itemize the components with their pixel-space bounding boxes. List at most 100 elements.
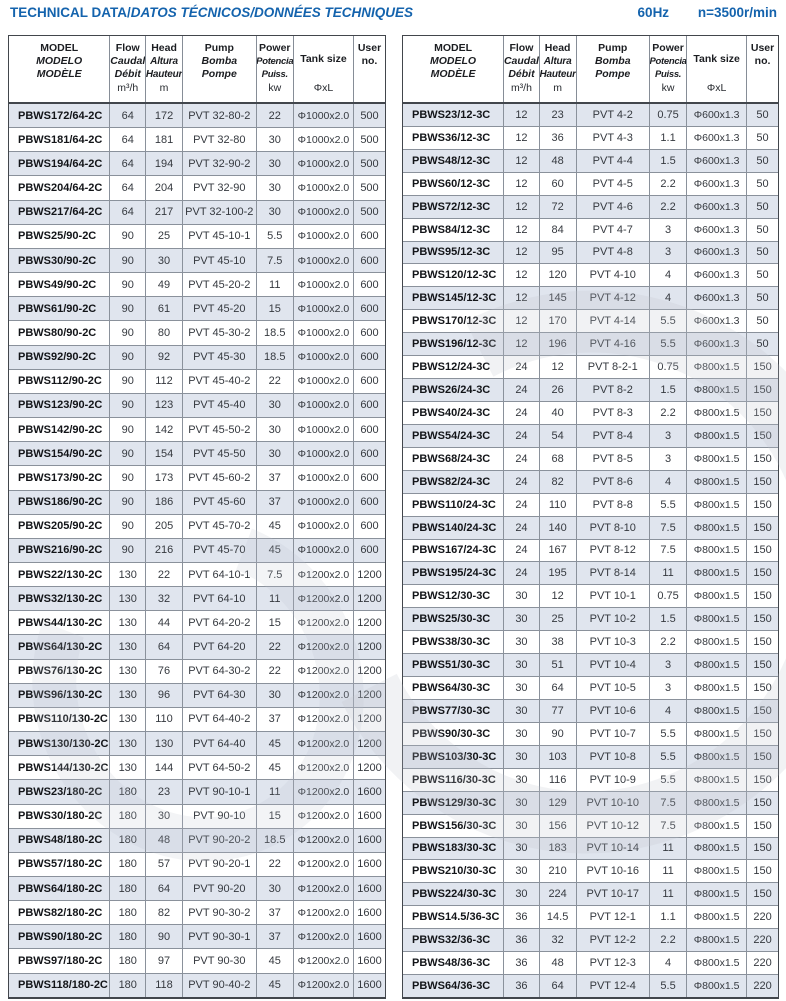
table-row: PBWS120/12-3C 12 120 PVT 4-10 4 Φ600x1.3 50	[403, 263, 778, 287]
pump-cell: PVT 4-8	[575, 241, 650, 264]
flow-cell: 180	[109, 949, 145, 973]
pump-cell: PVT 8-2	[575, 379, 650, 401]
table-row: PBWS48/12-3C 12 48 PVT 4-4 1.5 Φ600x1.3 50	[403, 148, 778, 172]
power-cell: 4	[649, 287, 686, 310]
table-row: PBWS61/90-2C 90 61 PVT 45-20 15 Φ1000x2.0 600	[9, 296, 385, 321]
head-cell: 110	[145, 707, 182, 732]
header-label: no.	[361, 55, 378, 67]
pump-cell: PVT 45-70-2	[181, 514, 256, 538]
model-cell: PBWS77/30-3C	[412, 704, 491, 717]
user-no-cell: 50	[746, 310, 778, 333]
table-row: PBWS156/30-3C 30 156 PVT 10-12 7.5 Φ800x1.5 15…	[403, 813, 778, 837]
power-cell: 15	[255, 611, 293, 635]
table-row: PBWS172/64-2C 64 172 PVT 32-80-2 22 Φ1000x2.0…	[9, 104, 385, 128]
model-cell: PBWS186/90-2C	[18, 496, 103, 509]
header-unit: ΦxL	[706, 82, 727, 94]
pump-cell: PVT 10-3	[575, 631, 650, 654]
power-cell: 30	[255, 200, 293, 224]
flow-cell: 12	[503, 149, 539, 172]
model-cell: PBWS90/180-2C	[18, 930, 103, 943]
table-row: PBWS173/90-2C 90 173 PVT 45-60-2 37 Φ1000x2.0…	[9, 465, 385, 490]
tank-size-cell: Φ1200x2.0	[292, 707, 353, 732]
table-row: PBWS140/24-3C 24 140 PVT 8-10 7.5 Φ800x1.5 150	[403, 515, 778, 539]
flow-cell: 24	[503, 424, 539, 447]
head-cell: 12	[538, 585, 576, 608]
head-cell: 205	[145, 514, 182, 538]
flow-cell: 180	[109, 973, 145, 997]
model-cell: PBWS38/30-3C	[412, 636, 491, 649]
user-no-cell: 150	[746, 699, 778, 722]
user-no-cell: 1200	[353, 659, 385, 683]
head-cell: 12	[538, 356, 576, 379]
column-header-model: MODEL MODELO MODÈLE	[9, 36, 109, 102]
table-row: PBWS181/64-2C 64 181 PVT 32-80 30 Φ1000x2.0 50…	[9, 127, 385, 152]
header-label: Hauteur	[145, 69, 182, 80]
flow-cell: 130	[109, 707, 145, 732]
head-cell: 72	[538, 195, 576, 218]
column-header-pump: Pump Bomba Pompe	[181, 36, 256, 102]
power-cell: 1.5	[649, 608, 686, 631]
table-row: PBWS96/130-2C 130 96 PVT 64-30 30 Φ1200x2.0 12…	[9, 682, 385, 707]
header-label: Puiss.	[261, 69, 288, 80]
pump-cell: PVT 45-10	[181, 248, 256, 273]
power-cell: 5.5	[255, 224, 293, 248]
tank-size-cell: Φ800x1.5	[686, 401, 746, 424]
power-cell: 2.2	[649, 401, 686, 424]
table-row: PBWS82/180-2C 180 82 PVT 90-30-2 37 Φ1200x2.0…	[9, 900, 385, 925]
model-cell: PBWS48/180-2C	[18, 834, 103, 847]
head-cell: 60	[538, 172, 576, 195]
table-row: PBWS30/180-2C 180 30 PVT 90-10 15 Φ1200x2.0 16…	[9, 803, 385, 828]
user-no-cell: 1200	[353, 683, 385, 707]
pump-cell: PVT 64-40-2	[181, 707, 256, 732]
flow-cell: 12	[503, 104, 539, 126]
user-no-cell: 500	[353, 200, 385, 224]
header-label: Altura	[543, 56, 572, 67]
header-unit	[403, 82, 503, 99]
tank-size-cell: Φ1200x2.0	[292, 804, 353, 828]
column-header-labels: Tank size	[294, 36, 353, 82]
tank-size-cell: Φ800x1.5	[686, 424, 746, 447]
flow-cell: 130	[109, 659, 145, 683]
table-header: MODEL MODELO MODÈLE Flow Caudal Débit m³/h Head…	[9, 36, 385, 104]
header-unit: m³/h	[117, 82, 139, 94]
model-cell: PBWS72/12-3C	[412, 200, 491, 213]
speed-value: n=3500r/min	[697, 5, 777, 20]
tank-size-cell: Φ800x1.5	[686, 356, 746, 379]
power-cell: 18.5	[255, 345, 293, 369]
head-cell: 54	[538, 424, 576, 447]
model-cell: PBWS123/90-2C	[18, 399, 103, 412]
user-no-cell: 50	[746, 287, 778, 310]
pump-cell: PVT 8-10	[575, 516, 650, 539]
head-cell: 80	[145, 321, 182, 345]
model-cell: PBWS130/130-2C	[18, 737, 109, 750]
model-cell: PBWS167/24-3C	[412, 544, 497, 557]
table-row: PBWS95/12-3C 12 95 PVT 4-8 3 Φ600x1.3 50	[403, 240, 778, 264]
pump-cell: PVT 12-2	[575, 929, 650, 952]
user-no-cell: 150	[746, 768, 778, 791]
user-no-cell: 150	[746, 722, 778, 745]
head-cell: 36	[538, 126, 576, 149]
user-no-cell: 600	[353, 538, 385, 562]
model-cell: PBWS217/64-2C	[18, 206, 103, 219]
pump-cell: PVT 8-6	[575, 470, 650, 493]
pump-cell: PVT 8-5	[575, 447, 650, 470]
head-cell: 68	[538, 447, 576, 470]
pump-cell: PVT 10-4	[575, 654, 650, 677]
model-cell: PBWS84/12-3C	[412, 223, 491, 236]
tank-size-cell: Φ800x1.5	[686, 975, 746, 997]
flow-cell: 30	[503, 791, 539, 814]
model-cell: PBWS129/30-3C	[412, 796, 497, 809]
pump-cell: PVT 90-30-2	[181, 901, 256, 925]
user-no-cell: 1600	[353, 828, 385, 852]
header-label: MODELO	[36, 55, 83, 67]
pump-table-2c-series: MODEL MODELO MODÈLE Flow Caudal Débit m³/h Head…	[8, 35, 386, 999]
pump-cell: PVT 90-30	[181, 949, 256, 973]
pump-cell: PVT 90-20	[181, 877, 256, 901]
tank-size-cell: Φ800x1.5	[686, 677, 746, 699]
tank-size-cell: Φ600x1.3	[686, 126, 746, 149]
pump-cell: PVT 90-20-1	[181, 852, 256, 876]
page-title: TECHNICAL DATA/DATOS TÉCNICOS/DONNÉES TE…	[10, 5, 413, 21]
head-cell: 84	[538, 218, 576, 241]
power-cell: 30	[255, 418, 293, 442]
head-cell: 224	[538, 883, 576, 906]
